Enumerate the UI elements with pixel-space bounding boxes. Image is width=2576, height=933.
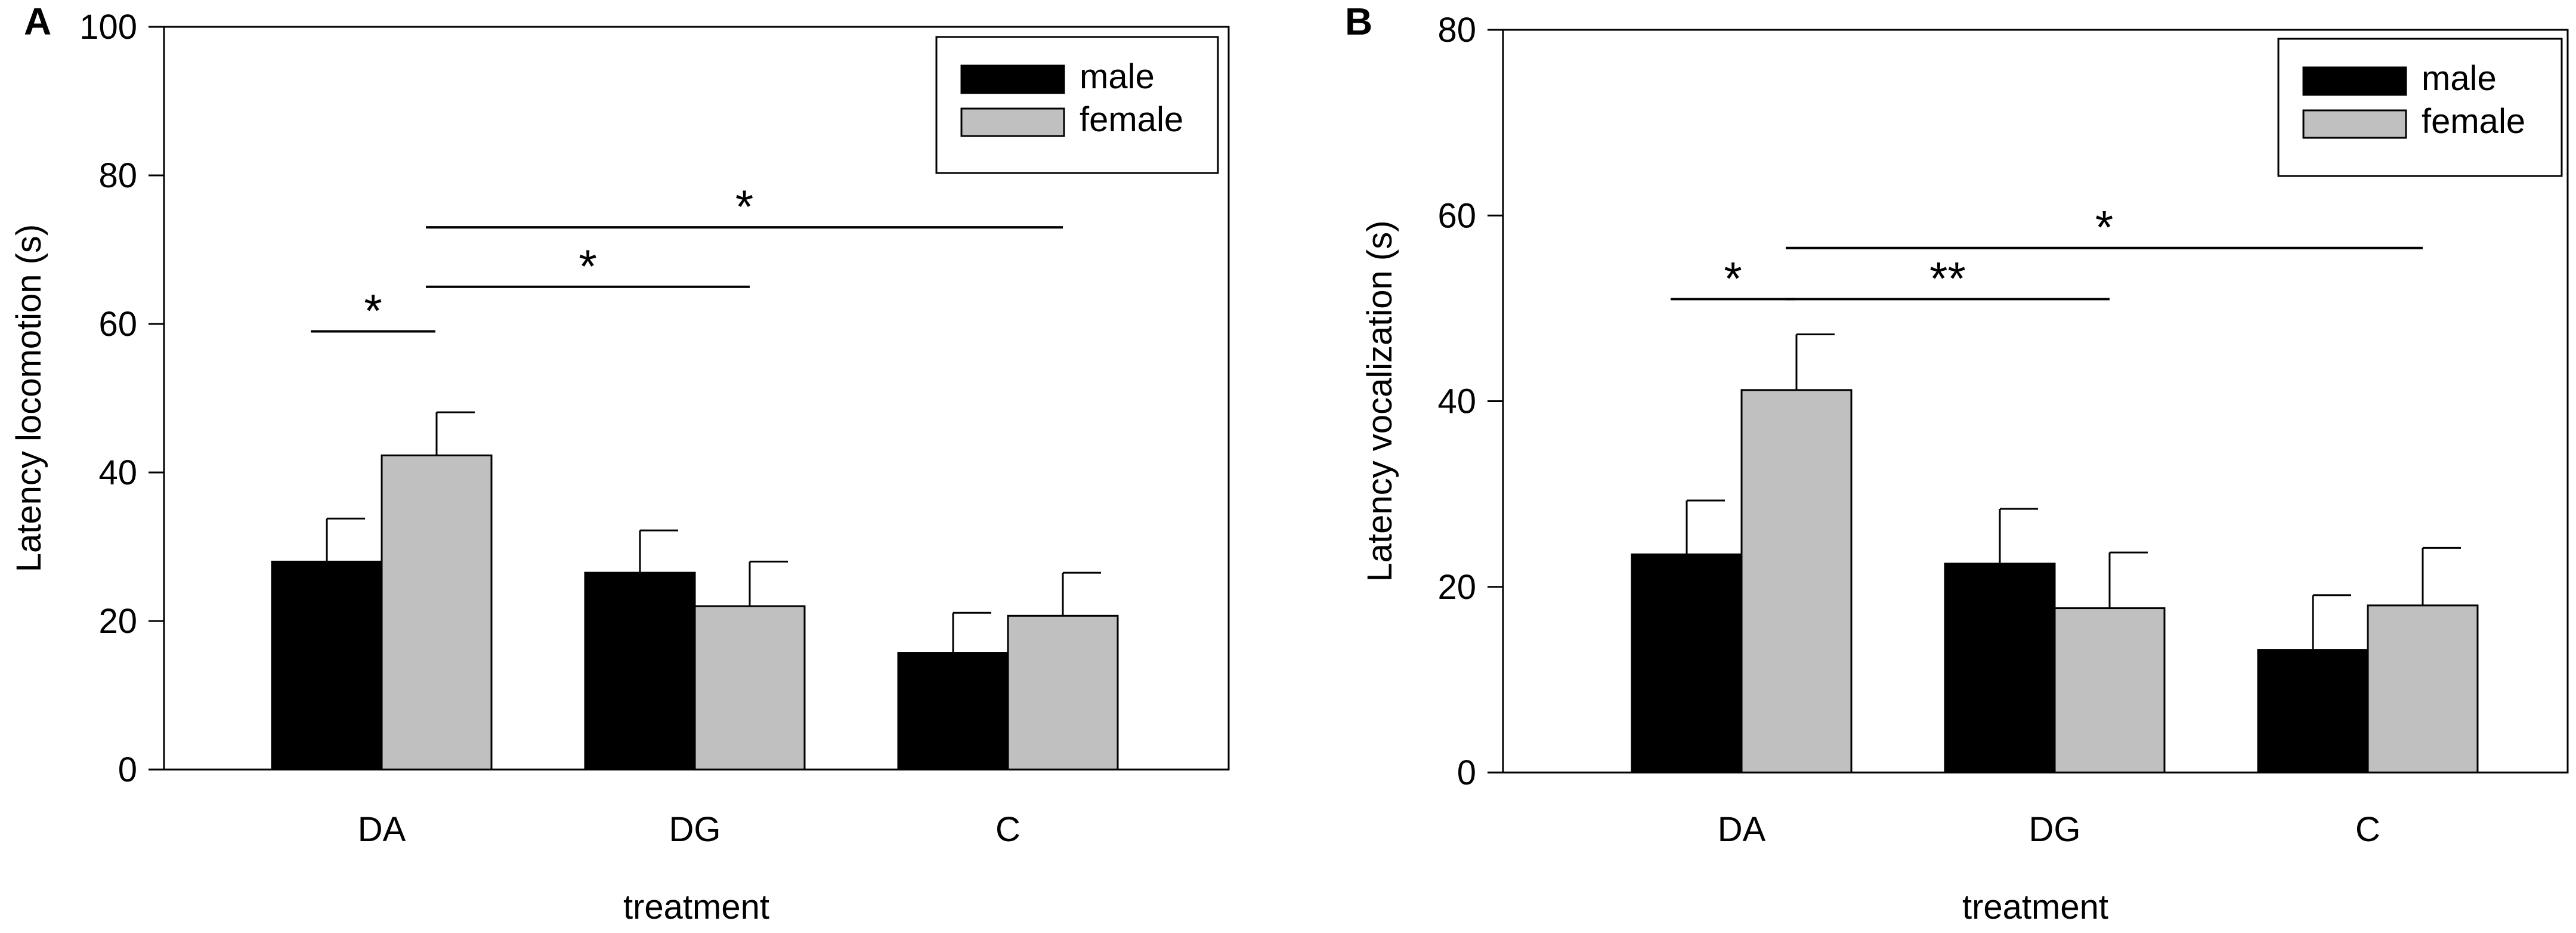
bar-female-da (381, 454, 493, 771)
legend-label-female: female (2422, 102, 2525, 141)
significance-marker: ** (1929, 252, 1966, 304)
y-tick-label: 100 (79, 8, 137, 47)
y-tick-label: 0 (118, 750, 137, 789)
bar-male-da (271, 560, 383, 771)
y-tick-label: 0 (1457, 753, 1476, 792)
x-tick-label: C (995, 810, 1020, 849)
legend-box (935, 36, 1219, 174)
bar-female-dg (694, 605, 806, 771)
legend-label-male: male (2422, 59, 2497, 98)
panel-label: A (24, 0, 51, 43)
panel-label: B (1345, 0, 1372, 43)
x-tick-label: DA (1718, 810, 1766, 849)
legend-swatch-female (960, 107, 1065, 137)
bar-male-dg (1944, 563, 2056, 774)
x-tick-label: C (2355, 810, 2380, 849)
y-axis-label: Latency vocalization (s) (1360, 220, 1399, 582)
y-axis-label: Latency locomotion (s) (10, 224, 48, 572)
bar-female-dg (2054, 607, 2166, 774)
x-axis-label: treatment (1962, 888, 2108, 926)
bar-male-c (897, 652, 1009, 771)
legend-label-female: female (1080, 100, 1183, 139)
x-tick-label: DG (669, 810, 721, 849)
y-tick-label: 40 (1437, 382, 1476, 421)
y-tick-label: 80 (1437, 11, 1476, 50)
bar-male-dg (584, 571, 696, 771)
bar-female-da (1740, 389, 1853, 774)
legend: male female (2277, 38, 2563, 177)
y-tick-label: 20 (1437, 568, 1476, 607)
y-tick-label: 60 (1437, 196, 1476, 235)
bar-male-c (2257, 649, 2369, 774)
significance-marker: * (2095, 201, 2113, 254)
bar-male-da (1631, 553, 1743, 774)
legend-swatch-female (2302, 109, 2407, 139)
x-axis-label: treatment (623, 888, 769, 926)
y-tick-label: 40 (98, 453, 137, 492)
significance-marker: * (1724, 252, 1742, 304)
y-tick-label: 60 (98, 305, 137, 344)
legend-swatch-male (2302, 66, 2407, 96)
significance-marker: * (579, 240, 596, 292)
y-tick-label: 20 (98, 602, 137, 641)
bar-female-c (2367, 604, 2479, 774)
bar-female-c (1007, 614, 1119, 771)
x-tick-label: DG (2029, 810, 2081, 849)
legend: male female (935, 36, 1219, 174)
x-tick-label: DA (358, 810, 406, 849)
legend-swatch-male (960, 64, 1065, 94)
significance-marker: * (735, 180, 753, 233)
y-tick-label: 80 (98, 156, 137, 195)
significance-marker: * (364, 284, 382, 336)
legend-label-male: male (1080, 57, 1155, 96)
legend-box (2277, 38, 2563, 177)
